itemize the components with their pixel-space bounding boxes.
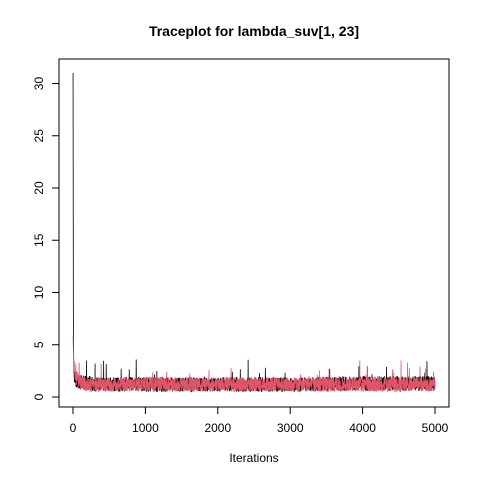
y-tick-label: 0 (32, 393, 46, 400)
x-tick-label: 5000 (422, 421, 449, 435)
trace-line-2 (72, 336, 436, 393)
y-axis: 0 5 10 15 20 25 30 (32, 77, 60, 400)
y-tick-label: 25 (32, 129, 46, 143)
trace-line-1 (72, 73, 436, 393)
y-tick-label: 20 (32, 181, 46, 195)
x-tick-label: 1000 (132, 421, 159, 435)
x-tick-label: 4000 (349, 421, 376, 435)
y-tick-label: 30 (32, 77, 46, 91)
x-tick-label: 2000 (204, 421, 231, 435)
chart-title: Traceplot for lambda_suv[1, 23] (149, 23, 359, 39)
x-axis-label: Iterations (229, 451, 278, 465)
series-layer (72, 73, 436, 393)
y-tick-label: 15 (32, 233, 46, 247)
x-tick-label: 3000 (277, 421, 304, 435)
y-tick-label: 10 (32, 286, 46, 300)
y-tick-label: 5 (32, 341, 46, 348)
plot-frame (58, 58, 450, 408)
x-axis: 0 1000 2000 3000 4000 5000 (70, 406, 449, 435)
x-tick-label: 0 (70, 421, 77, 435)
